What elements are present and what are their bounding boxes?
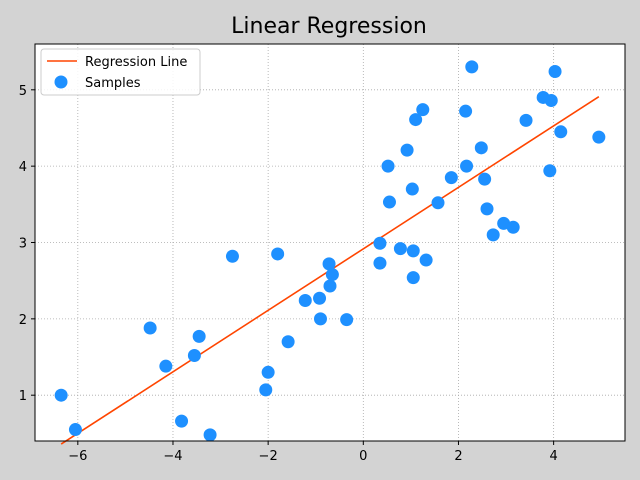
sample-point xyxy=(405,182,419,196)
legend-label-samples: Samples xyxy=(85,76,141,91)
sample-point xyxy=(259,383,273,397)
sample-point xyxy=(548,64,562,78)
sample-point xyxy=(192,329,206,343)
sample-point xyxy=(419,253,433,267)
sample-point xyxy=(460,159,474,173)
sample-point xyxy=(544,93,558,107)
sample-point xyxy=(323,279,337,293)
y-tick-label: 2 xyxy=(19,313,27,328)
sample-point xyxy=(431,196,445,210)
sample-point xyxy=(381,159,395,173)
sample-point xyxy=(459,104,473,118)
sample-point xyxy=(313,291,327,305)
sample-point xyxy=(444,171,458,185)
x-tick-label: 2 xyxy=(454,449,462,464)
x-tick-label: −2 xyxy=(259,449,278,464)
sample-point xyxy=(382,195,396,209)
legend-box xyxy=(40,48,201,96)
sample-point xyxy=(373,236,387,250)
sample-point xyxy=(261,365,275,379)
sample-point xyxy=(543,164,557,178)
sample-point xyxy=(313,312,327,326)
sample-points-layer xyxy=(54,60,606,442)
sample-point xyxy=(298,294,312,308)
sample-point xyxy=(281,335,295,349)
sample-point xyxy=(373,256,387,270)
sample-point xyxy=(406,244,420,258)
sample-point xyxy=(592,130,606,144)
sample-point xyxy=(393,242,407,256)
x-tick-label: 4 xyxy=(549,449,557,464)
sample-point xyxy=(506,220,520,234)
sample-point xyxy=(416,103,430,117)
x-axis-ticks: −6 −4 −2 0 2 4 xyxy=(68,441,558,464)
sample-point xyxy=(271,247,285,261)
sample-point xyxy=(409,113,423,127)
sample-point xyxy=(322,257,336,271)
chart-title: Linear Regression xyxy=(231,14,427,39)
sample-point xyxy=(400,143,414,157)
x-tick-label: 0 xyxy=(359,449,367,464)
sample-point xyxy=(480,202,494,216)
x-tick-label: −6 xyxy=(68,449,87,464)
sample-point xyxy=(225,249,239,263)
legend-label-regression-line: Regression Line xyxy=(85,55,187,70)
x-tick-label: −4 xyxy=(163,449,182,464)
sample-point xyxy=(187,348,201,362)
sample-point xyxy=(554,125,568,139)
sample-point xyxy=(325,268,339,282)
sample-point xyxy=(406,271,420,285)
sample-point xyxy=(54,388,68,402)
sample-point xyxy=(340,313,354,327)
legend-point-swatch xyxy=(54,75,68,89)
y-tick-label: 1 xyxy=(19,389,27,404)
grid-lines xyxy=(35,44,625,441)
sample-point xyxy=(478,172,492,186)
sample-point xyxy=(486,228,500,242)
y-axis-ticks: 1 2 3 4 5 xyxy=(19,84,35,404)
sample-point xyxy=(68,423,82,437)
legend: Regression Line Samples xyxy=(40,48,201,96)
sample-point xyxy=(143,321,157,335)
sample-point xyxy=(203,428,217,442)
sample-point xyxy=(519,113,533,127)
y-tick-label: 4 xyxy=(19,160,27,175)
y-tick-label: 3 xyxy=(19,237,27,252)
sample-point xyxy=(465,60,479,74)
y-tick-label: 5 xyxy=(19,84,27,99)
sample-point xyxy=(175,414,189,428)
sample-point xyxy=(474,141,488,155)
sample-point xyxy=(159,359,173,373)
